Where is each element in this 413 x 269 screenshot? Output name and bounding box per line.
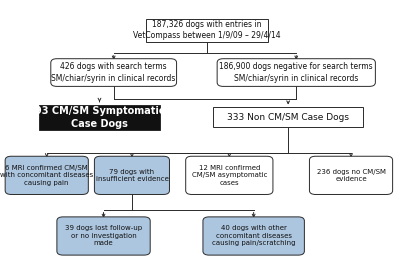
Text: 39 dogs lost follow-up
or no investigation
made: 39 dogs lost follow-up or no investigati… bbox=[65, 225, 142, 246]
FancyBboxPatch shape bbox=[5, 156, 88, 194]
Text: 93 CM/SM Symptomatic
Case Dogs: 93 CM/SM Symptomatic Case Dogs bbox=[35, 106, 164, 129]
Text: 186,900 dogs negative for search terms
SM/chiar/syrin in clinical records: 186,900 dogs negative for search terms S… bbox=[219, 62, 372, 83]
FancyBboxPatch shape bbox=[202, 217, 304, 255]
FancyBboxPatch shape bbox=[146, 19, 267, 42]
Text: 79 dogs with
insufficient evidence: 79 dogs with insufficient evidence bbox=[95, 169, 168, 182]
FancyBboxPatch shape bbox=[94, 156, 169, 194]
FancyBboxPatch shape bbox=[57, 217, 150, 255]
Text: 12 MRI confirmed
CM/SM asymptomatic
cases: 12 MRI confirmed CM/SM asymptomatic case… bbox=[191, 165, 266, 186]
FancyBboxPatch shape bbox=[51, 59, 176, 86]
FancyBboxPatch shape bbox=[185, 156, 272, 194]
Text: 426 dogs with search terms
SM/chiar/syrin in clinical records: 426 dogs with search terms SM/chiar/syri… bbox=[51, 62, 176, 83]
Text: 40 dogs with other
concomitant diseases
causing pain/scratching: 40 dogs with other concomitant diseases … bbox=[211, 225, 295, 246]
FancyBboxPatch shape bbox=[213, 108, 362, 127]
FancyBboxPatch shape bbox=[309, 156, 392, 194]
FancyBboxPatch shape bbox=[216, 59, 375, 86]
Text: 236 dogs no CM/SM
evidence: 236 dogs no CM/SM evidence bbox=[316, 169, 385, 182]
Text: 187,326 dogs with entries in
VetCompass between 1/9/09 – 29/4/14: 187,326 dogs with entries in VetCompass … bbox=[133, 20, 280, 40]
Text: 6 MRI confirmed CM/SM
with concomitant diseases
causing pain: 6 MRI confirmed CM/SM with concomitant d… bbox=[0, 165, 93, 186]
FancyBboxPatch shape bbox=[38, 105, 160, 130]
Text: 333 Non CM/SM Case Dogs: 333 Non CM/SM Case Dogs bbox=[227, 113, 348, 122]
